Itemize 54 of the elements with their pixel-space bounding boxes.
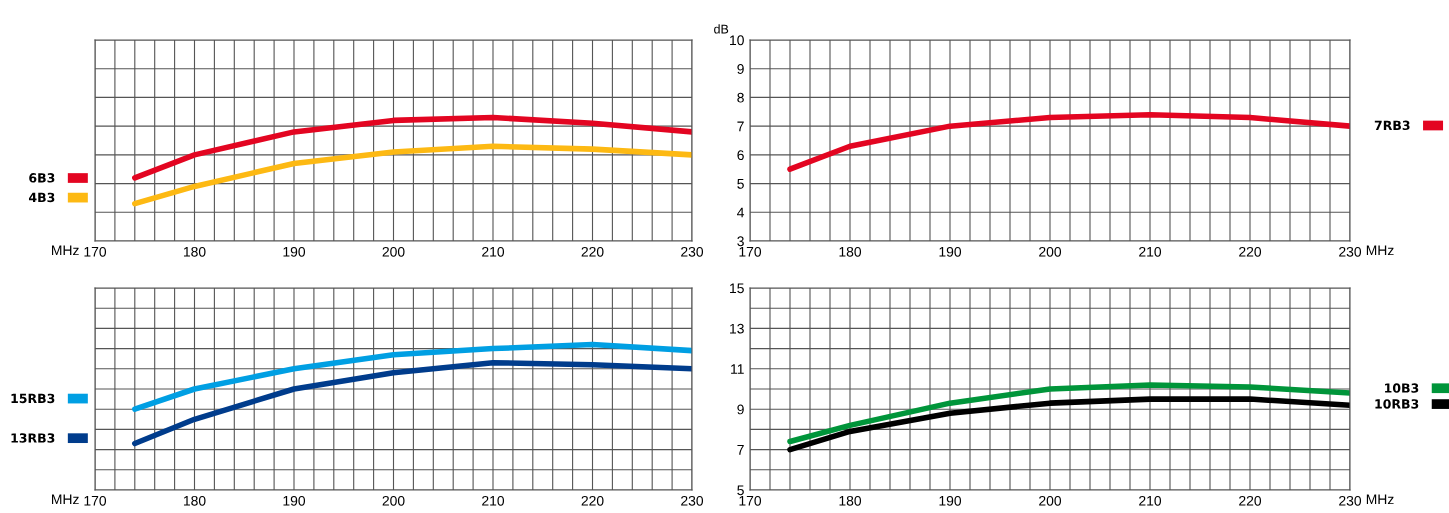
x-tick-label: 220 xyxy=(581,495,604,506)
x-tick-label: 230 xyxy=(1339,246,1362,257)
y-tick-label: 4 xyxy=(737,207,745,218)
x-tick-label: 170 xyxy=(739,246,762,257)
x-axis-title: MHz xyxy=(52,245,79,256)
legend-label: 10B3 xyxy=(1385,383,1419,393)
x-tick-label: 190 xyxy=(939,246,962,257)
x-tick-label: 170 xyxy=(739,495,762,506)
x-tick-label: 210 xyxy=(482,246,505,257)
y-tick-label: 5 xyxy=(737,179,744,189)
x-axis-title: MHz xyxy=(1366,245,1394,256)
x-tick-label: 230 xyxy=(1339,495,1362,506)
x-tick-label: 190 xyxy=(939,495,962,506)
x-tick-label: 170 xyxy=(84,495,107,506)
x-tick-label: 210 xyxy=(1139,495,1162,506)
y-tick-label: 15 xyxy=(730,283,744,294)
legend-label: 10RB3 xyxy=(1375,399,1419,409)
x-tick-label: 170 xyxy=(84,246,107,257)
x-tick-label: 230 xyxy=(681,246,704,257)
x-tick-label: 180 xyxy=(183,246,206,257)
x-tick-label: 200 xyxy=(382,495,405,506)
x-tick-label: 180 xyxy=(183,495,206,506)
legend-label: 6B3 xyxy=(29,173,55,183)
x-tick-label: 200 xyxy=(382,246,405,257)
y-axis-title: dB xyxy=(714,24,729,34)
x-tick-label: 230 xyxy=(681,495,704,506)
y-tick-label: 7 xyxy=(737,121,744,132)
y-tick-label: 6 xyxy=(737,150,744,161)
x-axis-title: MHz xyxy=(52,494,79,505)
legend-label: 15RB3 xyxy=(11,393,55,404)
y-tick-label: 10 xyxy=(730,35,744,46)
x-tick-label: 200 xyxy=(1039,495,1062,506)
y-tick-label: 7 xyxy=(737,445,744,455)
x-tick-label: 210 xyxy=(1139,246,1162,257)
y-tick-label: 8 xyxy=(737,92,744,103)
legend-label: 7RB3 xyxy=(1374,120,1410,131)
x-tick-label: 200 xyxy=(1039,246,1062,257)
x-tick-label: 180 xyxy=(839,495,862,506)
y-tick-label: 13 xyxy=(730,323,744,334)
legend-label: 4B3 xyxy=(28,192,55,203)
legend-label: 13RB3 xyxy=(11,433,55,443)
y-tick-label: 9 xyxy=(737,64,744,74)
x-axis-title: MHz xyxy=(1366,494,1394,505)
y-tick-label: 11 xyxy=(731,364,744,374)
x-tick-label: 210 xyxy=(482,495,505,506)
x-tick-label: 220 xyxy=(1239,495,1262,506)
x-tick-label: 220 xyxy=(1239,246,1262,257)
y-tick-label: 5 xyxy=(737,485,744,496)
y-tick-label: 3 xyxy=(737,236,744,247)
x-tick-label: 190 xyxy=(283,246,306,257)
x-tick-label: 180 xyxy=(839,246,862,257)
y-tick-label: 9 xyxy=(737,404,744,415)
x-tick-label: 220 xyxy=(581,246,604,257)
x-tick-label: 190 xyxy=(283,495,306,506)
